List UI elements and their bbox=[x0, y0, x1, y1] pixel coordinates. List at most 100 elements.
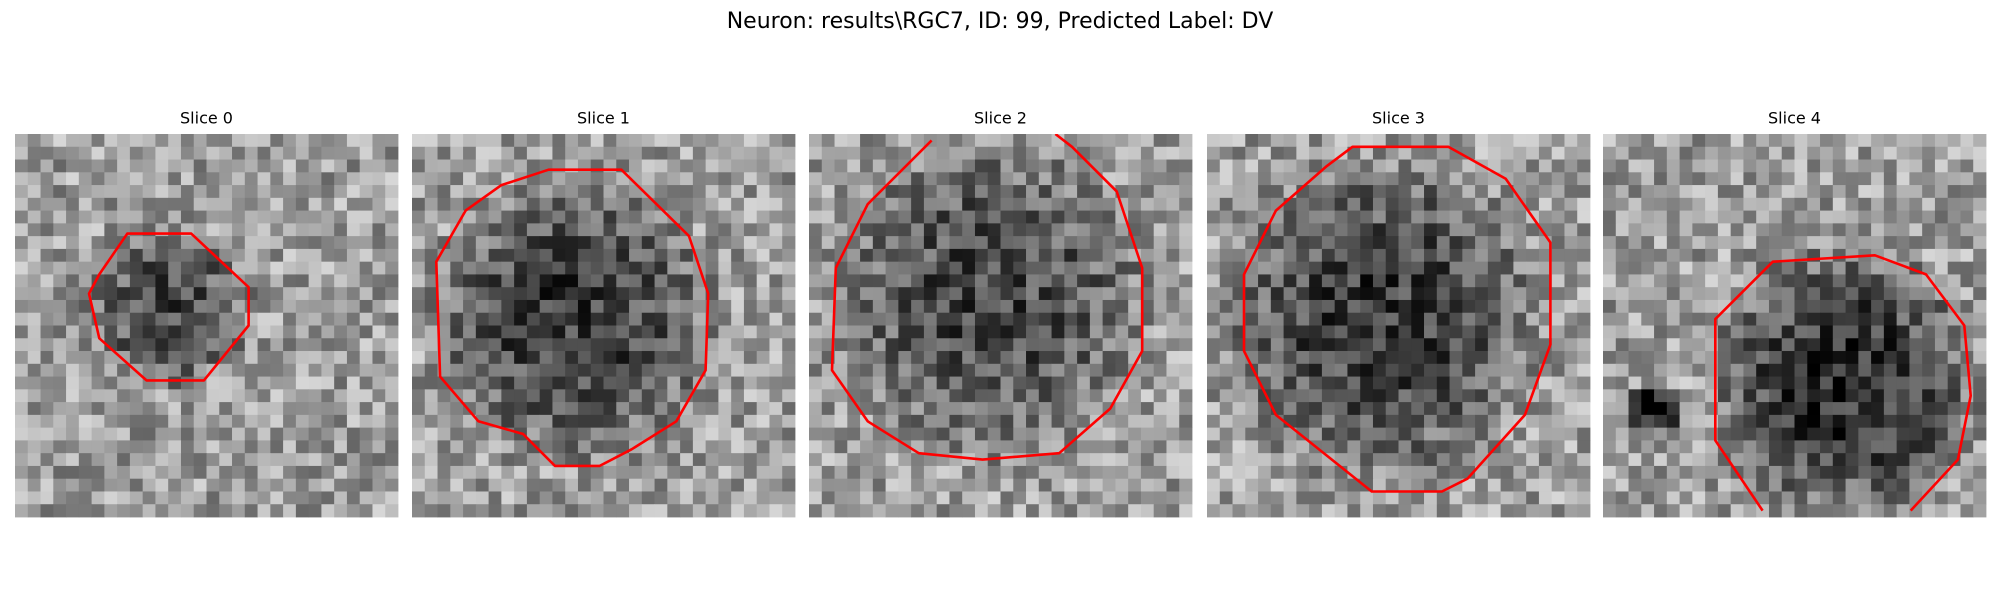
pixel bbox=[412, 325, 426, 339]
pixel bbox=[1603, 504, 1617, 518]
pixel bbox=[206, 134, 220, 148]
pixel bbox=[705, 478, 719, 492]
pixel bbox=[898, 491, 912, 505]
pixel bbox=[1577, 504, 1591, 518]
pixel bbox=[1309, 274, 1323, 288]
pixel bbox=[475, 312, 489, 326]
pixel bbox=[359, 197, 373, 211]
pixel bbox=[923, 440, 938, 454]
pixel bbox=[1960, 299, 1974, 314]
pixel bbox=[1140, 453, 1155, 467]
pixel bbox=[117, 185, 131, 199]
pixel bbox=[565, 427, 579, 441]
pixel bbox=[1309, 351, 1323, 365]
pixel bbox=[1283, 248, 1297, 263]
pixel bbox=[1270, 299, 1284, 314]
pixel bbox=[872, 146, 886, 160]
pixel bbox=[1871, 312, 1885, 326]
pixel bbox=[1347, 389, 1361, 403]
pixel bbox=[1973, 325, 1987, 339]
pixel bbox=[1666, 440, 1680, 454]
pixel bbox=[1513, 453, 1527, 467]
pixel bbox=[692, 389, 707, 403]
pixel bbox=[385, 491, 399, 505]
pixel bbox=[142, 351, 156, 365]
pixel bbox=[539, 440, 553, 454]
pixel bbox=[1564, 172, 1578, 186]
pixel bbox=[206, 146, 220, 160]
pixel bbox=[1577, 236, 1591, 250]
pixel bbox=[1858, 491, 1872, 505]
pixel bbox=[1449, 453, 1463, 467]
pixel bbox=[1309, 299, 1323, 314]
pixel bbox=[1807, 465, 1821, 480]
pixel bbox=[1781, 236, 1795, 250]
pixel bbox=[1411, 134, 1425, 148]
pixel bbox=[257, 389, 271, 403]
pixel bbox=[1232, 248, 1246, 263]
pixel bbox=[860, 274, 874, 288]
pixel bbox=[1717, 299, 1732, 314]
pixel bbox=[911, 299, 925, 314]
pixel bbox=[911, 134, 925, 148]
pixel bbox=[1768, 146, 1783, 160]
pixel bbox=[1436, 223, 1450, 237]
pixel bbox=[1051, 159, 1065, 173]
pixel bbox=[270, 146, 284, 160]
pixel bbox=[782, 185, 796, 199]
pixel bbox=[962, 287, 976, 301]
pixel bbox=[654, 453, 668, 467]
pixel bbox=[193, 363, 207, 377]
pixel bbox=[450, 402, 464, 416]
pixel bbox=[860, 236, 874, 250]
pixel bbox=[1207, 146, 1221, 160]
pixel bbox=[809, 504, 823, 518]
pixel bbox=[1730, 376, 1744, 390]
pixel bbox=[1411, 325, 1425, 339]
pixel bbox=[1858, 478, 1872, 492]
pixel bbox=[424, 389, 438, 403]
pixel bbox=[1245, 402, 1259, 416]
pixel bbox=[308, 376, 322, 390]
pixel bbox=[1296, 478, 1310, 492]
pixel bbox=[577, 223, 592, 237]
pixel bbox=[1615, 338, 1629, 352]
pixel bbox=[1487, 236, 1502, 250]
pixel bbox=[1871, 210, 1885, 224]
pixel bbox=[1475, 287, 1489, 301]
pixel bbox=[1883, 146, 1898, 160]
pixel bbox=[1166, 363, 1180, 377]
pixel bbox=[654, 197, 668, 211]
pixel bbox=[1385, 312, 1399, 326]
pixel bbox=[1153, 504, 1167, 518]
pixel bbox=[1883, 134, 1898, 148]
pixel bbox=[450, 363, 464, 377]
pixel bbox=[1947, 287, 1961, 301]
pixel bbox=[756, 134, 770, 148]
pixel bbox=[180, 248, 195, 263]
pixel bbox=[1641, 376, 1655, 390]
pixel bbox=[514, 363, 528, 377]
pixel bbox=[1385, 185, 1399, 199]
pixel bbox=[962, 338, 976, 352]
pixel bbox=[1883, 223, 1898, 237]
pixel bbox=[1000, 287, 1014, 301]
pixel bbox=[1077, 427, 1091, 441]
pixel bbox=[1705, 504, 1719, 518]
pixel bbox=[308, 389, 322, 403]
pixel bbox=[872, 312, 886, 326]
pixel bbox=[1219, 210, 1233, 224]
pixel bbox=[463, 248, 477, 263]
pixel bbox=[1038, 248, 1052, 263]
pixel bbox=[705, 440, 719, 454]
pixel bbox=[1128, 274, 1142, 288]
pixel bbox=[257, 351, 271, 365]
pixel bbox=[1372, 427, 1387, 441]
pixel bbox=[1781, 325, 1795, 339]
pixel bbox=[295, 351, 310, 365]
pixel bbox=[1475, 440, 1489, 454]
pixel bbox=[756, 453, 770, 467]
pixel bbox=[117, 440, 131, 454]
pixel bbox=[667, 402, 681, 416]
pixel bbox=[1334, 414, 1348, 429]
